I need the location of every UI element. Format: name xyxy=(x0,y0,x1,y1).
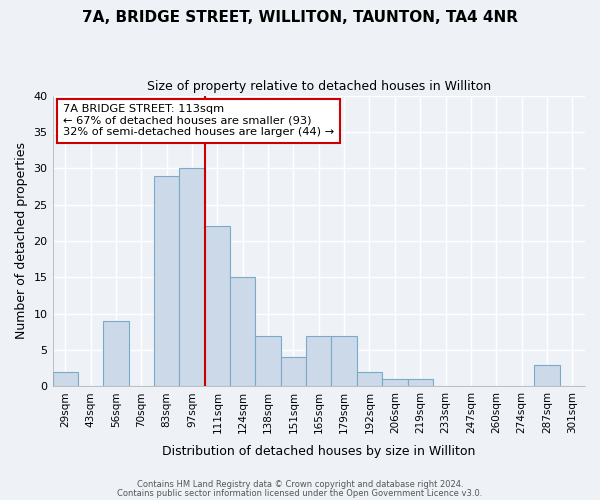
Bar xyxy=(154,176,179,386)
Bar xyxy=(534,364,560,386)
Bar xyxy=(331,336,357,386)
Bar xyxy=(382,379,407,386)
Bar xyxy=(256,336,281,386)
Bar xyxy=(205,226,230,386)
Bar xyxy=(306,336,331,386)
Bar xyxy=(407,379,433,386)
Bar xyxy=(103,321,128,386)
Bar xyxy=(281,358,306,386)
Text: 7A, BRIDGE STREET, WILLITON, TAUNTON, TA4 4NR: 7A, BRIDGE STREET, WILLITON, TAUNTON, TA… xyxy=(82,10,518,25)
Text: 7A BRIDGE STREET: 113sqm
← 67% of detached houses are smaller (93)
32% of semi-d: 7A BRIDGE STREET: 113sqm ← 67% of detach… xyxy=(63,104,334,138)
Text: Contains public sector information licensed under the Open Government Licence v3: Contains public sector information licen… xyxy=(118,488,482,498)
Bar xyxy=(357,372,382,386)
Bar xyxy=(179,168,205,386)
Bar xyxy=(230,278,256,386)
Y-axis label: Number of detached properties: Number of detached properties xyxy=(15,142,28,340)
Bar xyxy=(53,372,78,386)
X-axis label: Distribution of detached houses by size in Williton: Distribution of detached houses by size … xyxy=(162,444,475,458)
Text: Contains HM Land Registry data © Crown copyright and database right 2024.: Contains HM Land Registry data © Crown c… xyxy=(137,480,463,489)
Title: Size of property relative to detached houses in Williton: Size of property relative to detached ho… xyxy=(147,80,491,93)
